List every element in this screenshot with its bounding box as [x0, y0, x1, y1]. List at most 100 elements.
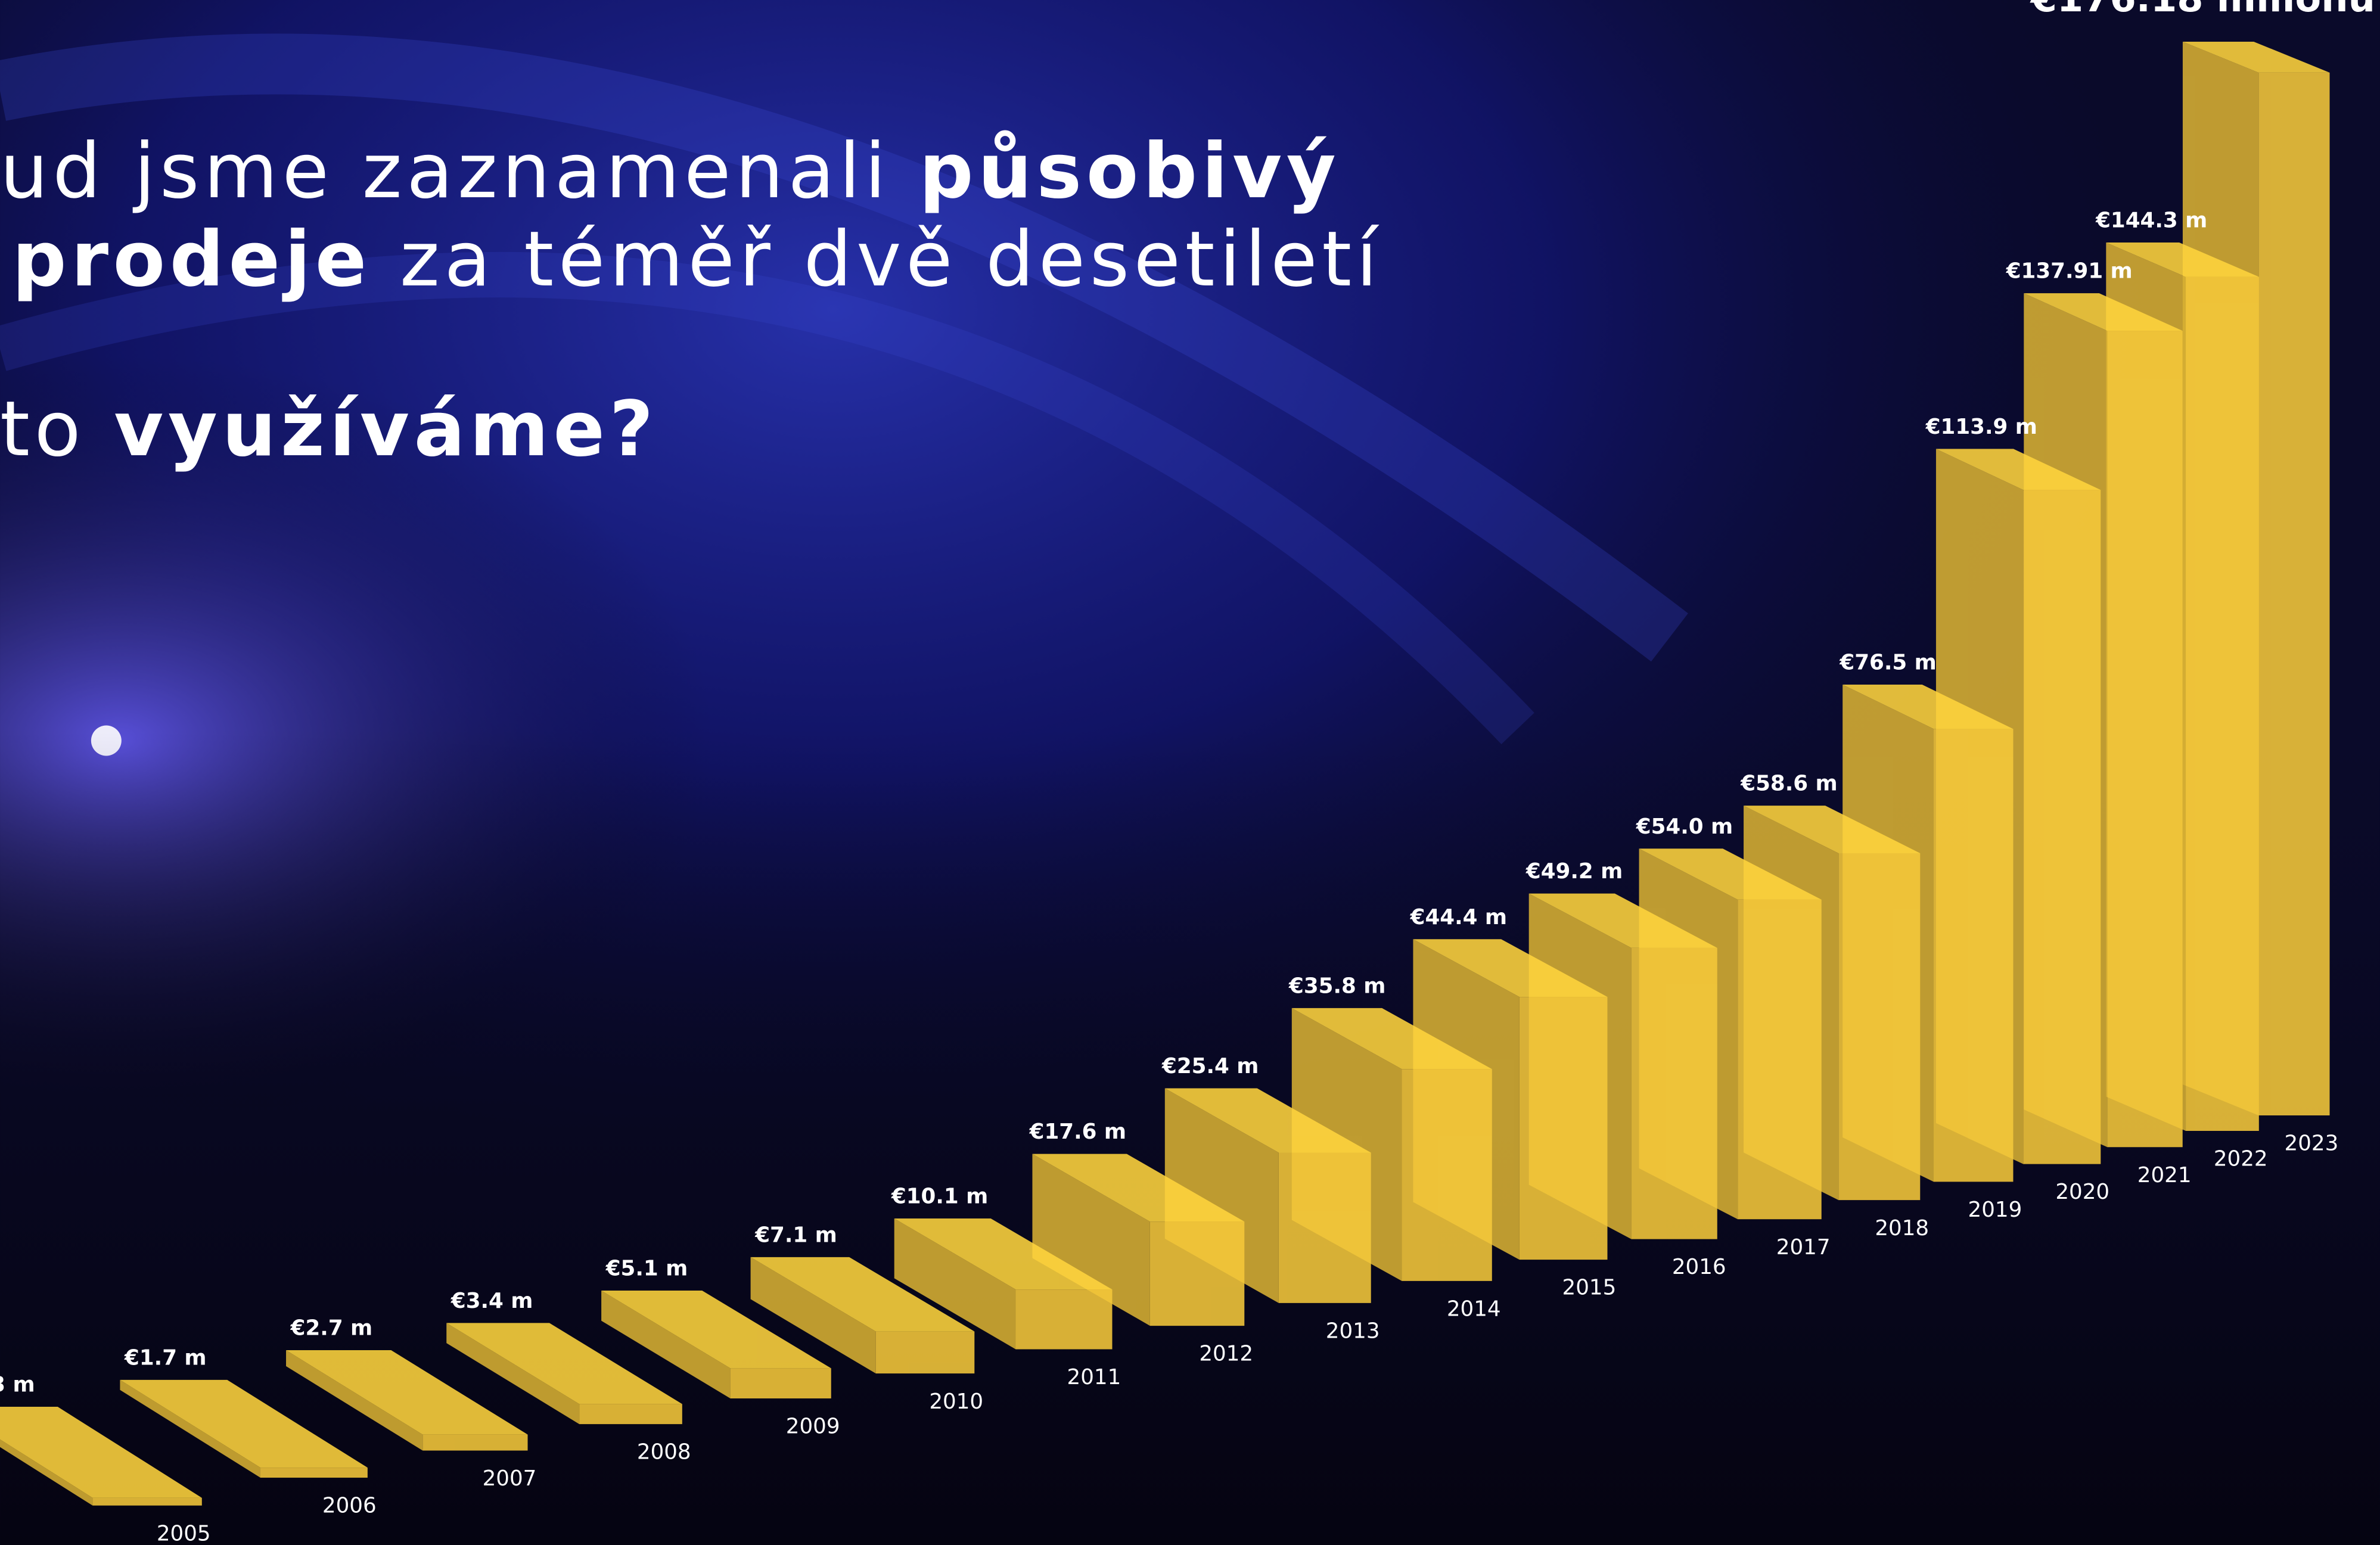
- bar-front: [1631, 947, 1717, 1239]
- bar-side: [750, 1257, 876, 1374]
- bar-front: [1278, 1152, 1371, 1303]
- x-tick-label: 2008: [637, 1440, 691, 1465]
- bar-side: [894, 1218, 1016, 1350]
- value-label: €7.1 m: [754, 1223, 837, 1247]
- x-tick-label: 2021: [2137, 1163, 2192, 1187]
- title-line: prodeje za téměř dvě desetiletí: [12, 216, 1381, 304]
- bar-front: [92, 1497, 202, 1506]
- bar-front: [1015, 1289, 1113, 1350]
- bar-top: [1935, 449, 2101, 490]
- bar-top: [750, 1257, 975, 1332]
- title-segment: prodeje: [12, 216, 371, 304]
- x-tick-label: 2012: [1199, 1342, 1253, 1366]
- value-label: €3.4 m: [450, 1289, 533, 1313]
- bar-top: [1639, 848, 1822, 900]
- bar-top: [1413, 939, 1608, 997]
- x-tick-label: 2010: [929, 1389, 983, 1414]
- bar-front: [2258, 72, 2330, 1116]
- title-segment: využíváme?: [114, 386, 658, 474]
- value-label: €10.1 m: [891, 1185, 988, 1209]
- x-tick-label: 2016: [1672, 1255, 1726, 1279]
- bar-top: [2182, 41, 2330, 73]
- bar-front: [875, 1331, 975, 1374]
- title-line: ud jsme zaznamenali působivý: [0, 128, 1340, 216]
- bar-side: [0, 1439, 93, 1506]
- value-label: €54.0 m: [1636, 815, 1733, 839]
- bar: [120, 1379, 368, 1478]
- value-label: €76.5 m: [1839, 651, 1936, 675]
- title-segment: působivý: [919, 128, 1340, 216]
- bar-front: [1149, 1221, 1245, 1326]
- bar-side: [286, 1350, 423, 1451]
- bar-front: [2186, 276, 2259, 1131]
- title-line: to využíváme?: [0, 386, 658, 474]
- bar-top: [1032, 1154, 1245, 1222]
- x-tick-label: 2019: [1968, 1198, 2022, 1222]
- title-segment: ud jsme zaznamenali: [0, 128, 919, 216]
- x-tick-label: 2015: [1562, 1276, 1617, 1300]
- bar-side: [1032, 1154, 1150, 1326]
- bar-front: [1402, 1069, 1492, 1281]
- value-label: €1.3 m: [0, 1373, 35, 1397]
- light-beam: [0, 251, 1534, 744]
- bar: [286, 1350, 528, 1451]
- bar-front: [2023, 490, 2101, 1164]
- bar-side: [446, 1323, 580, 1425]
- x-tick-label: 2017: [1776, 1235, 1831, 1260]
- x-tick-label: 2013: [1326, 1319, 1380, 1343]
- bar-top: [1528, 893, 1717, 948]
- value-label: €25.4 m: [1161, 1054, 1259, 1078]
- x-tick-label: 2020: [2055, 1180, 2109, 1204]
- title-segment: to: [0, 386, 114, 474]
- x-tick-label: 2022: [2214, 1147, 2268, 1171]
- x-tick-label: 2006: [322, 1494, 377, 1518]
- bar-top: [0, 1407, 202, 1498]
- bar-side: [601, 1290, 731, 1399]
- value-label: €49.2 m: [1525, 859, 1623, 884]
- value-label: €113.9 m: [1925, 415, 2037, 439]
- x-tick-label: 2011: [1067, 1365, 1121, 1389]
- value-label: €35.8 m: [1288, 974, 1385, 998]
- bar: [0, 1407, 202, 1506]
- value-label: €2.7 m: [290, 1316, 373, 1341]
- bar-front: [579, 1404, 682, 1425]
- bar-top: [2024, 293, 2183, 331]
- x-tick-label: 2005: [157, 1521, 211, 1545]
- x-tick-label: 2009: [786, 1415, 840, 1439]
- x-tick-label: 2014: [1447, 1297, 1501, 1321]
- value-label: €58.6 m: [1740, 772, 1837, 796]
- bar-top: [894, 1218, 1113, 1290]
- bar-front: [1934, 729, 2014, 1182]
- bar-top: [1744, 806, 1921, 854]
- x-tick-label: 2018: [1875, 1216, 1929, 1241]
- bar-top: [286, 1350, 528, 1435]
- bar-top: [2106, 243, 2259, 277]
- value-label: €144.3 m: [2095, 209, 2207, 233]
- bar-front: [730, 1368, 831, 1399]
- bar-top: [1843, 684, 2014, 729]
- value-label: €44.4 m: [1410, 905, 1507, 930]
- bar: [894, 1218, 1113, 1350]
- x-tick-label: 2023: [2285, 1131, 2339, 1156]
- bar: [446, 1323, 682, 1425]
- bar-top: [120, 1379, 368, 1468]
- bar: [601, 1290, 831, 1399]
- bar-front: [260, 1468, 368, 1478]
- value-label: €5.1 m: [605, 1256, 688, 1280]
- bar-top: [601, 1290, 831, 1369]
- value-label: €17.6 m: [1029, 1120, 1126, 1144]
- bar-front: [1838, 853, 1921, 1201]
- light-beam: [0, 33, 1688, 662]
- bar: [750, 1257, 975, 1374]
- title-segment: za téměř dvě desetiletí: [371, 216, 1382, 304]
- bar-top: [1291, 1008, 1492, 1070]
- bar-front: [1519, 997, 1608, 1260]
- bar-top: [446, 1323, 682, 1404]
- bar-front: [1738, 899, 1822, 1220]
- value-label: €137.91 m: [2006, 259, 2133, 284]
- bar: [1032, 1154, 1245, 1326]
- value-label: €176.18 milionů: [2030, 0, 2375, 21]
